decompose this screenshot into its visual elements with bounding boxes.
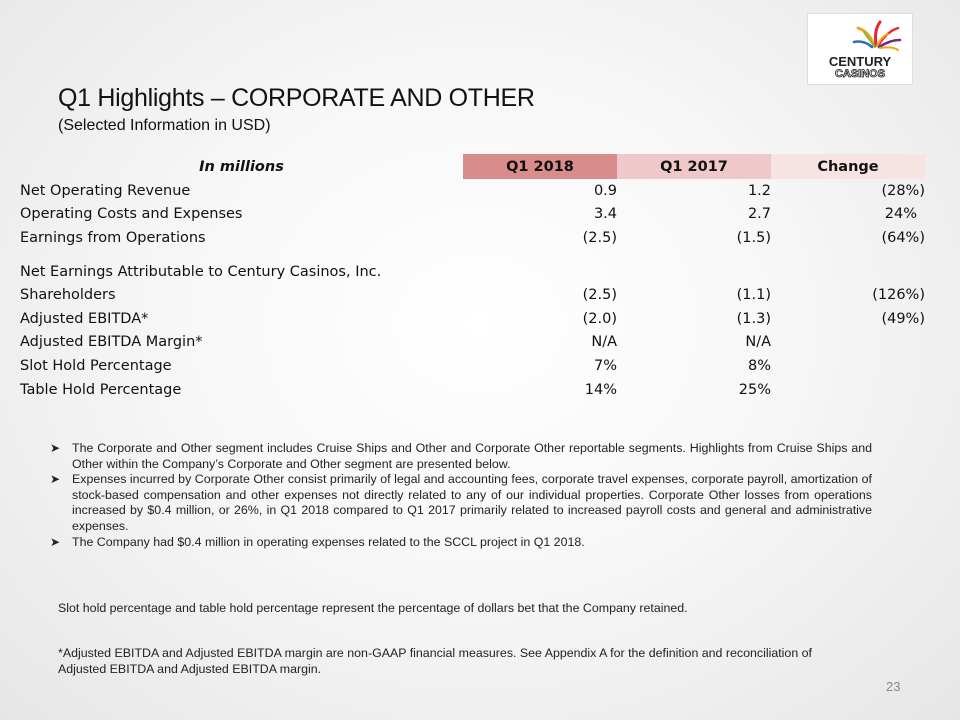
table-row: Shareholders (2.5) (1.1) (126%): [20, 283, 925, 307]
ebitda-footnote: *Adjusted EBITDA and Adjusted EBITDA mar…: [58, 646, 812, 676]
row-label: Net Operating Revenue: [20, 182, 191, 199]
slide-subtitle: (Selected Information in USD): [58, 117, 271, 134]
change-value: [771, 354, 925, 378]
row-label: Table Hold Percentage: [20, 381, 182, 398]
logo-text-casinos: CASINOS: [835, 68, 885, 80]
financial-table: In millions Q1 2018 Q1 2017 Change Net O…: [20, 154, 925, 401]
q1-2017-value: (1.3): [736, 310, 771, 327]
bullet-text: The Corporate and Other segment includes…: [72, 441, 872, 471]
slide-title: Q1 Highlights – CORPORATE AND OTHER: [58, 84, 535, 112]
table-row: Adjusted EBITDA* (2.0) (1.3) (49%): [20, 307, 925, 331]
logo-text-century: CENTURY: [829, 54, 892, 69]
bullet-list: ➤ The Corporate and Other segment includ…: [50, 441, 872, 550]
page-number: 23: [886, 679, 901, 694]
table-row: Net Earnings Attributable to Century Cas…: [20, 250, 925, 284]
q1-2018-value: 7%: [593, 357, 617, 374]
row-label: Net Earnings Attributable to Century Cas…: [20, 263, 382, 280]
q1-2017-value: 1.2: [747, 182, 771, 199]
row-label: Operating Costs and Expenses: [20, 206, 243, 223]
arrow-bullet-icon: ➤: [50, 441, 61, 455]
header-q1-2017: Q1 2017: [617, 154, 771, 179]
q1-2017-value: (1.5): [736, 229, 771, 246]
bullet-item: ➤ The Corporate and Other segment includ…: [50, 441, 872, 472]
q1-2018-value: (2.5): [582, 287, 617, 304]
q1-2017-value: 8%: [747, 357, 771, 374]
q1-2018-value: (2.0): [582, 310, 617, 327]
q1-2018-value: 0.9: [593, 182, 617, 199]
row-label: Slot Hold Percentage: [20, 357, 172, 374]
table-header-row: In millions Q1 2018 Q1 2017 Change: [20, 154, 925, 179]
q1-2017-value: N/A: [745, 334, 771, 351]
table-row: Slot Hold Percentage 7% 8%: [20, 354, 925, 378]
change-value: [771, 331, 925, 355]
q1-2018-value: N/A: [591, 334, 617, 351]
arrow-bullet-icon: ➤: [50, 472, 61, 487]
arrow-bullet-icon: ➤: [50, 534, 61, 549]
q1-2018-value: [463, 250, 617, 284]
row-label: Adjusted EBITDA Margin*: [20, 334, 203, 351]
bullet-item: ➤ The Company had $0.4 million in operat…: [50, 535, 872, 551]
change-value: (28%): [881, 182, 925, 199]
header-q1-2018: Q1 2018: [463, 154, 617, 179]
units-label: In millions: [199, 158, 284, 175]
table-row: Table Hold Percentage 14% 25%: [20, 378, 925, 402]
bullet-text: The Company had $0.4 million in operatin…: [72, 534, 585, 549]
starburst-logo-icon: CENTURY CASINOS: [829, 20, 902, 80]
table-row: Operating Costs and Expenses 3.4 2.7 24%: [20, 203, 925, 227]
bullet-item: ➤ Expenses incurred by Corporate Other c…: [50, 472, 872, 534]
table-row: Net Operating Revenue 0.9 1.2 (28%): [20, 179, 925, 203]
row-label: Adjusted EBITDA*: [20, 310, 149, 327]
q1-2017-value: [617, 250, 771, 284]
hold-percentage-note: Slot hold percentage and table hold perc…: [58, 601, 688, 615]
change-value: [771, 250, 925, 284]
row-label: Earnings from Operations: [20, 229, 206, 246]
change-value: 24%: [884, 206, 917, 223]
bullet-text: Expenses incurred by Corporate Other con…: [72, 472, 872, 533]
table-row: Adjusted EBITDA Margin* N/A N/A: [20, 331, 925, 355]
q1-2018-value: 3.4: [593, 206, 617, 223]
header-change: Change: [771, 154, 925, 179]
q1-2017-value: 2.7: [747, 206, 771, 223]
q1-2018-value: 14%: [584, 381, 617, 398]
change-value: [771, 378, 925, 402]
q1-2017-value: (1.1): [736, 287, 771, 304]
century-casinos-logo: CENTURY CASINOS: [807, 13, 913, 85]
table-row: Earnings from Operations (2.5) (1.5) (64…: [20, 226, 925, 250]
q1-2018-value: (2.5): [582, 229, 617, 246]
change-value: (64%): [881, 229, 925, 246]
change-value: (49%): [881, 310, 925, 327]
row-label: Shareholders: [20, 287, 116, 304]
q1-2017-value: 25%: [738, 381, 771, 398]
change-value: (126%): [872, 287, 925, 304]
